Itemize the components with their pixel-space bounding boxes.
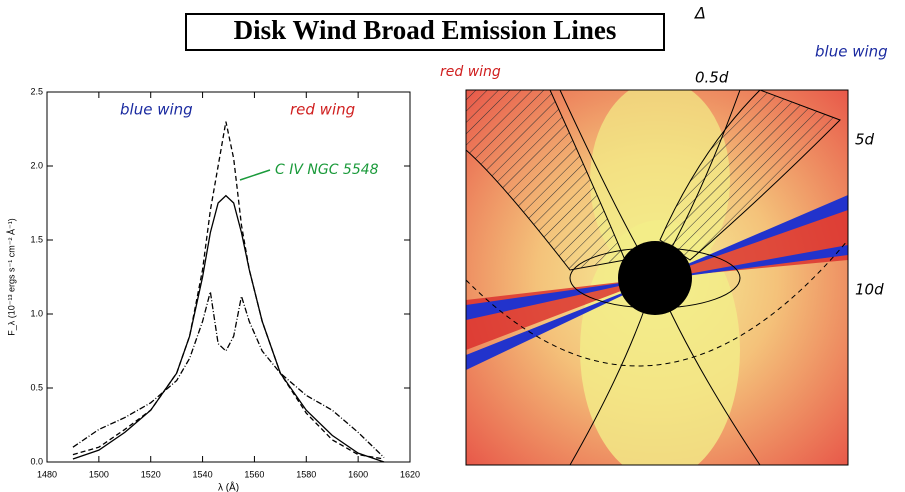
y-tick-label: 2.0 (30, 160, 43, 170)
x-tick-label: 1560 (244, 469, 264, 479)
x-tick-label: 1580 (296, 469, 316, 479)
image-label: 0.5d (695, 69, 729, 87)
image-label: 10d (855, 281, 884, 299)
wind-image (466, 80, 848, 480)
line (73, 196, 384, 462)
y-tick-label: 1.5 (30, 234, 43, 244)
x-tick-label: 1620 (400, 469, 420, 479)
image-label: red wing (440, 64, 501, 80)
x-tick-label: 1600 (348, 469, 368, 479)
slide: Disk Wind Broad Emission Lines Δ 1480 150… (0, 0, 905, 492)
plot-frame (47, 92, 410, 462)
title: Disk Wind Broad Emission Lines (234, 15, 617, 45)
x-tick-label: 1540 (193, 469, 213, 479)
annotation: C IV NGC 5548 (275, 162, 379, 178)
y-tick-label: 1.0 (30, 308, 43, 318)
y-tick-label: 0.5 (30, 382, 43, 392)
x-tick-label: 1480 (37, 469, 57, 479)
x-tick-label: 1500 (89, 469, 109, 479)
arrow (240, 170, 270, 180)
title-mark: Δ (693, 4, 706, 23)
y-tick-label: 0.0 (30, 456, 43, 466)
annotation: red wing (290, 101, 355, 119)
x-tick-label: 1520 (141, 469, 161, 479)
y-tick-label: 2.5 (30, 86, 43, 96)
line-chart: 1480 1500 1520 1540 1560 1580 1600 1620 0.0 0.5 1.… (6, 86, 420, 492)
image-label: 5d (855, 131, 875, 149)
x-axis-label: λ (Å) (218, 481, 239, 492)
image-label: blue wing (815, 43, 888, 61)
annotation: blue wing (120, 101, 193, 119)
y-axis-label: F_λ (10⁻¹³ ergs s⁻¹ cm⁻² Å⁻¹) (6, 218, 16, 336)
